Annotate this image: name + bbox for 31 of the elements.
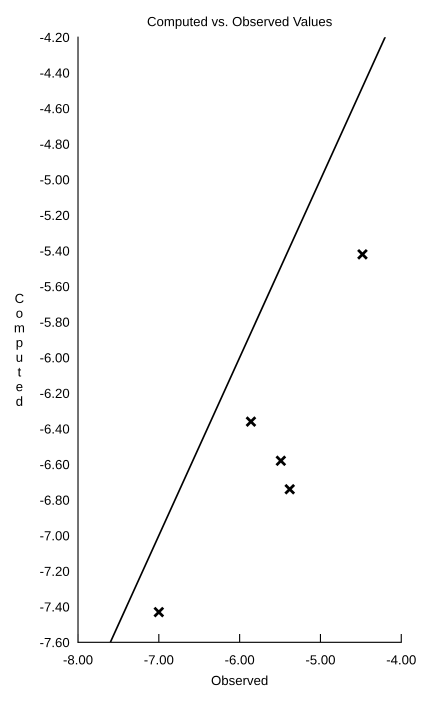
y-tick-label: -7.20 (40, 566, 70, 576)
x-tick-label: -7.00 (144, 655, 174, 665)
y-tick-label: -4.80 (40, 140, 70, 149)
y-axis-title: Computed (14, 294, 24, 406)
y-tick-label: -6.60 (40, 460, 70, 470)
y-tick-label: -5.20 (40, 210, 70, 220)
y-tick-label: -5.00 (40, 175, 70, 184)
y-tick-label: -7.40 (40, 602, 70, 612)
y-tick-label: -7.60 (40, 638, 70, 648)
x-tick-label: -8.00 (64, 655, 93, 665)
point (153, 606, 165, 618)
y-tick-label: -6.20 (40, 388, 70, 398)
y-tick-label: -6.00 (40, 353, 70, 362)
y-tick-label: -6.80 (40, 496, 70, 505)
point (356, 248, 368, 260)
y-tick-label: -4.60 (40, 104, 70, 114)
x-tick-label: -5.00 (306, 655, 335, 665)
y-tick-label: -5.80 (40, 318, 70, 327)
y-tick-label: -6.40 (40, 424, 70, 434)
x-tick-label: -6.00 (225, 655, 254, 665)
point (284, 483, 296, 496)
point (245, 416, 257, 428)
point (275, 455, 287, 467)
y-tick-label: -4.20 (40, 32, 70, 42)
y-tick-label: -5.40 (40, 246, 70, 256)
y-tick-label: -5.60 (40, 282, 70, 292)
x-axis-title: Observed (212, 675, 268, 686)
chart-title: Computed vs. Observed Values (148, 16, 332, 29)
y-tick-label: -4.40 (40, 68, 70, 78)
x-tick-label: -4.00 (386, 655, 416, 665)
y-tick-label: -7.00 (40, 531, 70, 540)
